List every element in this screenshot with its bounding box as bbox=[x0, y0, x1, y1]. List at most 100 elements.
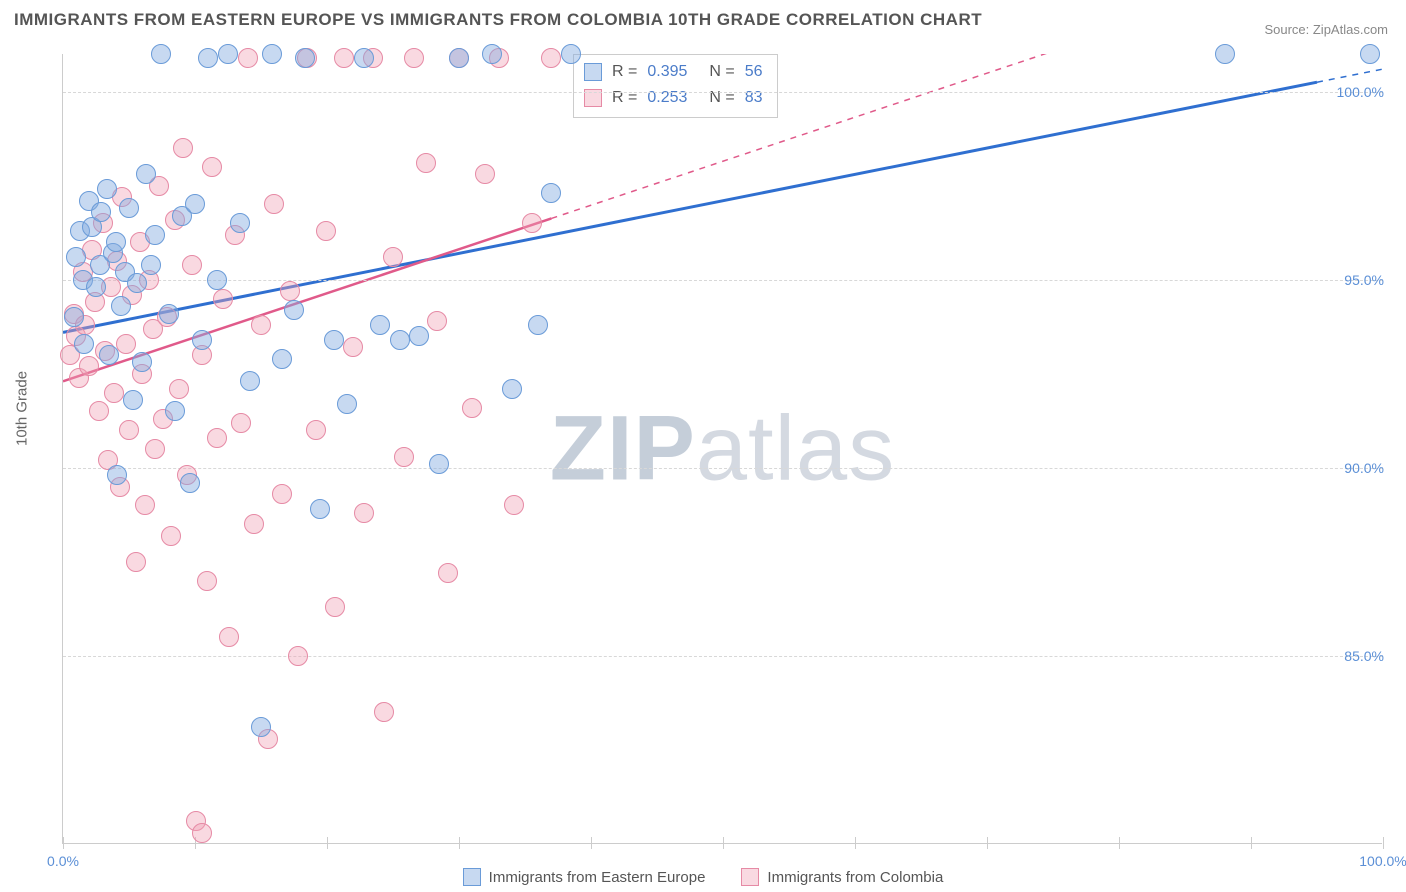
data-point-pink bbox=[334, 48, 354, 68]
data-point-blue bbox=[284, 300, 304, 320]
data-point-pink bbox=[394, 447, 414, 467]
data-point-blue bbox=[370, 315, 390, 335]
data-point-blue bbox=[240, 371, 260, 391]
data-point-blue bbox=[262, 44, 282, 64]
data-point-pink bbox=[383, 247, 403, 267]
data-point-blue bbox=[390, 330, 410, 350]
data-point-blue bbox=[136, 164, 156, 184]
data-point-blue bbox=[106, 232, 126, 252]
data-point-blue bbox=[165, 401, 185, 421]
data-point-blue bbox=[141, 255, 161, 275]
data-point-blue bbox=[409, 326, 429, 346]
data-point-blue bbox=[541, 183, 561, 203]
data-point-pink bbox=[219, 627, 239, 647]
data-point-blue bbox=[324, 330, 344, 350]
data-point-pink bbox=[427, 311, 447, 331]
x-tick bbox=[723, 837, 724, 849]
n-label: N = bbox=[709, 63, 734, 81]
data-point-blue bbox=[561, 44, 581, 64]
data-point-pink bbox=[504, 495, 524, 515]
data-point-blue bbox=[107, 465, 127, 485]
data-point-pink bbox=[161, 526, 181, 546]
data-point-pink bbox=[288, 646, 308, 666]
data-point-pink bbox=[475, 164, 495, 184]
stats-legend: R = 0.395 N = 56 R = 0.253 N = 83 bbox=[573, 54, 778, 118]
y-tick-label: 95.0% bbox=[1344, 272, 1384, 288]
data-point-pink bbox=[213, 289, 233, 309]
gridline bbox=[63, 92, 1383, 93]
data-point-blue bbox=[123, 390, 143, 410]
gridline bbox=[63, 656, 1383, 657]
data-point-blue bbox=[449, 48, 469, 68]
data-point-pink bbox=[280, 281, 300, 301]
legend-item-blue: Immigrants from Eastern Europe bbox=[463, 868, 706, 886]
data-point-blue bbox=[310, 499, 330, 519]
data-point-blue bbox=[74, 334, 94, 354]
data-point-blue bbox=[132, 352, 152, 372]
data-point-pink bbox=[182, 255, 202, 275]
plot-area: ZIPatlas R = 0.395 N = 56 R = 0.253 N = … bbox=[62, 54, 1382, 844]
data-point-blue bbox=[354, 48, 374, 68]
data-point-pink bbox=[354, 503, 374, 523]
data-point-blue bbox=[251, 717, 271, 737]
x-tick bbox=[1119, 837, 1120, 849]
data-point-blue bbox=[482, 44, 502, 64]
data-point-pink bbox=[325, 597, 345, 617]
x-tick-label: 0.0% bbox=[47, 853, 79, 869]
r-label: R = bbox=[612, 63, 637, 81]
chart-title: IMMIGRANTS FROM EASTERN EUROPE VS IMMIGR… bbox=[14, 10, 982, 30]
data-point-pink bbox=[264, 194, 284, 214]
data-point-blue bbox=[127, 273, 147, 293]
x-tick bbox=[855, 837, 856, 849]
data-point-blue bbox=[99, 345, 119, 365]
source-label: Source: ZipAtlas.com bbox=[1264, 22, 1388, 37]
data-point-pink bbox=[522, 213, 542, 233]
data-point-pink bbox=[207, 428, 227, 448]
data-point-blue bbox=[207, 270, 227, 290]
gridline bbox=[63, 280, 1383, 281]
legend-label-pink: Immigrants from Colombia bbox=[767, 869, 943, 886]
data-point-blue bbox=[198, 48, 218, 68]
data-point-blue bbox=[272, 349, 292, 369]
r-value-blue: 0.395 bbox=[647, 63, 687, 81]
data-point-blue bbox=[1360, 44, 1380, 64]
data-point-pink bbox=[343, 337, 363, 357]
data-point-pink bbox=[135, 495, 155, 515]
y-tick-label: 90.0% bbox=[1344, 460, 1384, 476]
data-point-blue bbox=[66, 247, 86, 267]
data-point-blue bbox=[64, 307, 84, 327]
swatch-pink bbox=[741, 868, 759, 886]
x-tick bbox=[591, 837, 592, 849]
data-point-blue bbox=[86, 277, 106, 297]
trend-line-blue bbox=[63, 82, 1317, 332]
data-point-pink bbox=[238, 48, 258, 68]
x-tick bbox=[63, 837, 64, 849]
data-point-pink bbox=[202, 157, 222, 177]
data-point-pink bbox=[173, 138, 193, 158]
x-tick bbox=[459, 837, 460, 849]
x-tick bbox=[1251, 837, 1252, 849]
data-point-blue bbox=[97, 179, 117, 199]
data-point-blue bbox=[337, 394, 357, 414]
watermark: ZIPatlas bbox=[550, 396, 895, 501]
watermark-rest: atlas bbox=[696, 397, 895, 499]
gridline bbox=[63, 468, 1383, 469]
data-point-blue bbox=[502, 379, 522, 399]
data-point-blue bbox=[528, 315, 548, 335]
data-point-blue bbox=[91, 202, 111, 222]
swatch-blue bbox=[584, 63, 602, 81]
n-value-blue: 56 bbox=[745, 63, 763, 81]
data-point-pink bbox=[89, 401, 109, 421]
legend-item-pink: Immigrants from Colombia bbox=[741, 868, 943, 886]
data-point-blue bbox=[159, 304, 179, 324]
x-tick bbox=[1383, 837, 1384, 849]
data-point-pink bbox=[438, 563, 458, 583]
trend-line-blue-dashed bbox=[1317, 69, 1383, 82]
data-point-pink bbox=[541, 48, 561, 68]
data-point-pink bbox=[316, 221, 336, 241]
data-point-pink bbox=[116, 334, 136, 354]
data-point-blue bbox=[180, 473, 200, 493]
data-point-blue bbox=[111, 296, 131, 316]
data-point-pink bbox=[104, 383, 124, 403]
data-point-blue bbox=[119, 198, 139, 218]
